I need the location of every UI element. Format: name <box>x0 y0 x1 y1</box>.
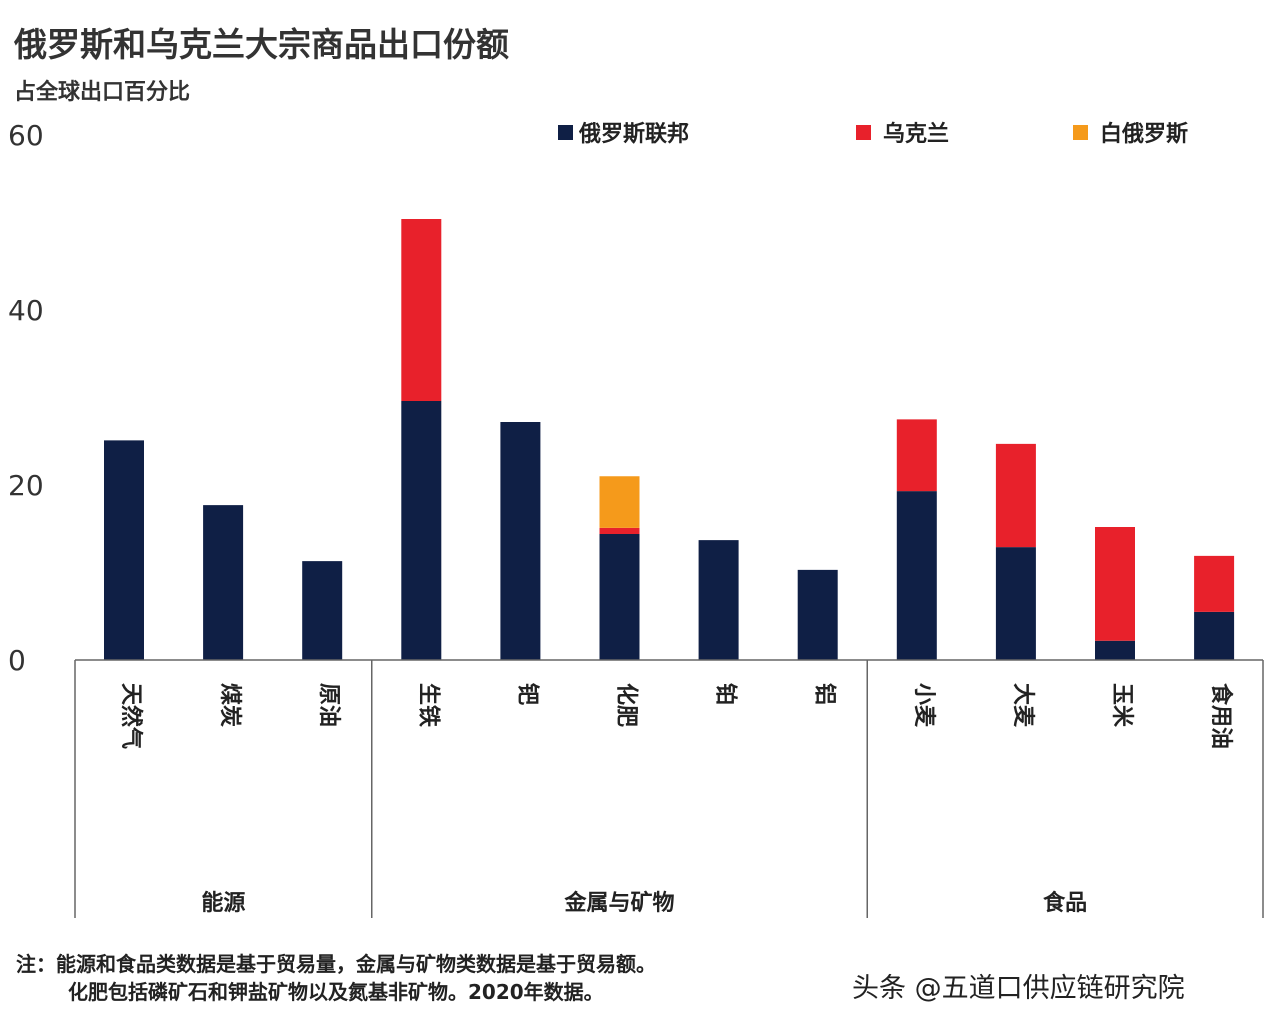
bar-segment <box>1194 555 1235 612</box>
bar-segment <box>797 569 838 660</box>
chart-title: 俄罗斯和乌克兰大宗商品出口份额 <box>14 25 509 64</box>
category-label: 原油 <box>316 683 341 727</box>
bar-segment <box>1194 611 1235 660</box>
y-tick-label: 60 <box>8 119 44 152</box>
category-label: 食用油 <box>1208 683 1234 749</box>
bar-segment <box>1095 527 1135 641</box>
category-label: 铝 <box>812 683 838 705</box>
bar-segment <box>401 219 442 401</box>
bar-segment <box>896 491 937 660</box>
legend-item-belarus: 白俄罗斯 <box>1073 116 1188 148</box>
legend-label-russia: 俄罗斯联邦 <box>579 122 690 147</box>
legend-item-ukraine: 乌克兰 <box>856 116 949 148</box>
bar-segment <box>698 540 739 660</box>
bar-segment <box>995 547 1036 660</box>
group-label: 金属与矿物 <box>563 890 674 916</box>
group-label: 能源 <box>201 890 245 916</box>
category-label: 钯 <box>514 683 540 705</box>
y-tick-label: 20 <box>8 469 44 502</box>
legend-swatch-russia <box>558 124 573 140</box>
chart-subtitle: 占全球出口百分比 <box>14 80 191 105</box>
legend-swatch-ukraine <box>856 124 871 140</box>
bar-segment <box>599 476 640 528</box>
category-label: 天然气 <box>118 683 144 749</box>
bar-segment <box>599 534 640 660</box>
footnote: 注：能源和食品类数据是基于贸易量，金属与矿物类数据是基于贸易额。 化肥包括磷矿石… <box>16 950 656 1006</box>
watermark: 头条 @五道口供应链研究院 <box>852 973 1185 1004</box>
category-label: 化肥 <box>614 683 640 727</box>
category-label: 大麦 <box>1010 683 1036 728</box>
category-label: 小麦 <box>911 683 937 728</box>
legend-item-russia: 俄罗斯联邦 <box>558 116 689 148</box>
legend-swatch-belarus <box>1073 124 1088 140</box>
group-label: 食品 <box>1043 890 1087 916</box>
legend-label-belarus: 白俄罗斯 <box>1100 122 1189 147</box>
bar-segment <box>500 422 541 660</box>
footnote-line-1: 注：能源和食品类数据是基于贸易量，金属与矿物类数据是基于贸易额。 <box>16 952 656 976</box>
category-label: 玉米 <box>1109 683 1134 728</box>
bar-segment <box>302 561 343 660</box>
bar-segment <box>599 527 640 534</box>
bar-segment <box>401 401 442 660</box>
bar-segment <box>896 419 937 492</box>
bar-segment <box>104 440 144 660</box>
y-tick-label: 0 <box>8 644 26 677</box>
category-label: 铂 <box>713 683 739 705</box>
legend-label-ukraine: 乌克兰 <box>883 122 950 147</box>
y-tick-label: 40 <box>8 294 44 327</box>
category-label: 生铁 <box>415 683 441 727</box>
bar-segment <box>995 443 1036 548</box>
category-label: 煤炭 <box>217 683 243 727</box>
footnote-line-2: 化肥包括磷矿石和钾盐矿物以及氮基非矿物。2020年数据。 <box>68 980 604 1004</box>
bar-segment <box>1095 640 1135 660</box>
bar-segment <box>203 505 244 660</box>
